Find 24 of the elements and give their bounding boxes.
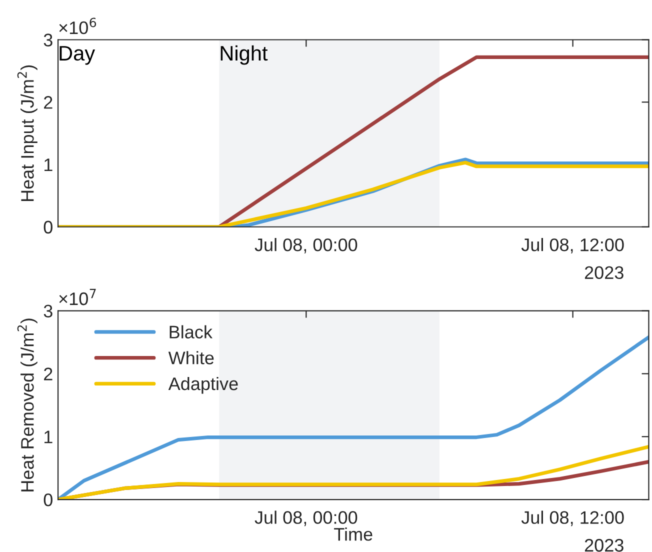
y-tick-label: 0 (44, 220, 52, 234)
text: ×10$^{7}$ (59, 288, 96, 306)
text: 2023 (584, 538, 624, 552)
y-tick-label: 0 (44, 493, 52, 506)
legend-label: White (168, 351, 214, 364)
y-axis-title: Heat Input (J/m$^{2}$) (17, 65, 38, 201)
y-tick-label: 2 (44, 368, 52, 380)
x-tick-label: Jul 08, 12:00 (521, 510, 624, 526)
y-tick-label: 3 (44, 34, 52, 46)
y-axis-title: Heat Removed (J/m$^{2}$) (17, 318, 38, 492)
text: 2023 (584, 266, 624, 280)
y-tick-label: 1 (44, 430, 52, 444)
x-axis-title: Time (334, 528, 372, 541)
legend-label: Black (170, 325, 212, 338)
band-label: Night (220, 45, 268, 65)
y-tick-label: 2 (44, 96, 52, 109)
x-tick-label: Jul 08, 00:00 (254, 510, 358, 526)
x-tick-label: Jul 08, 12:00 (521, 238, 624, 254)
legend-label: Adaptive (168, 376, 238, 394)
y-tick-label: 1 (44, 158, 52, 172)
y-tick-label: 3 (44, 304, 52, 318)
x-tick-label: Jul 08, 00:00 (254, 238, 358, 254)
text: ×10$^{6}$ (59, 18, 96, 34)
annotation: Day (60, 46, 96, 65)
